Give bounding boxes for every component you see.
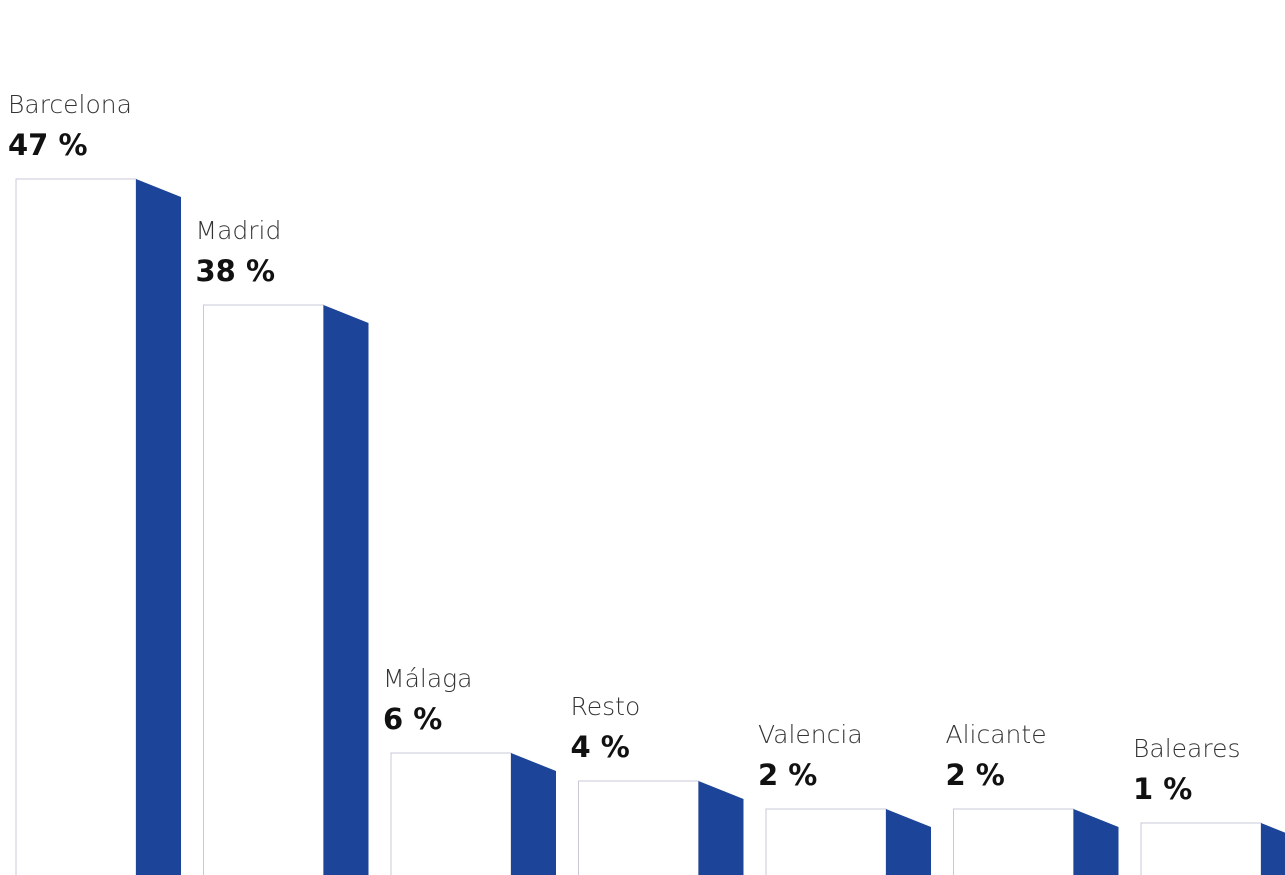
value-label-barcelona: 47 % xyxy=(8,128,88,162)
category-label-baleares: Baleares xyxy=(1133,734,1240,763)
category-label-madrid: Madrid xyxy=(196,216,282,245)
value-label-valencia: 2 % xyxy=(758,758,817,792)
bar-side-barcelona xyxy=(136,179,181,875)
bars-group xyxy=(15,178,1285,875)
bar-side-valencia xyxy=(886,809,931,875)
bar-front-valencia xyxy=(765,808,887,875)
bar-side-madrid xyxy=(323,305,369,875)
category-label-alicante: Alicante xyxy=(946,720,1047,749)
value-label-alicante: 2 % xyxy=(946,758,1005,792)
value-label-madrid: 38 % xyxy=(196,254,276,288)
value-label-baleares: 1 % xyxy=(1133,772,1192,806)
bar-side-alicante xyxy=(1073,809,1119,875)
bar-side-baleares xyxy=(1261,823,1285,875)
bar-side-malaga xyxy=(511,753,556,875)
category-label-resto: Resto xyxy=(571,692,641,721)
bar-front-malaga xyxy=(390,752,512,875)
category-label-malaga: Málaga xyxy=(383,664,472,693)
bar-side-resto xyxy=(698,781,744,875)
bar-front-alicante xyxy=(953,808,1074,875)
bar-front-madrid xyxy=(203,304,324,875)
labels-group: Barcelona 47 % Madrid 38 % Málaga 6 % Resto 4 %… xyxy=(8,90,1240,806)
value-label-malaga: 6 % xyxy=(383,702,442,736)
category-label-valencia: Valencia xyxy=(758,720,863,749)
category-label-barcelona: Barcelona xyxy=(8,90,132,119)
bar-front-barcelona xyxy=(15,178,137,875)
value-label-resto: 4 % xyxy=(571,730,630,764)
bar-front-baleares xyxy=(1140,822,1262,875)
bar-front-resto xyxy=(578,780,699,875)
